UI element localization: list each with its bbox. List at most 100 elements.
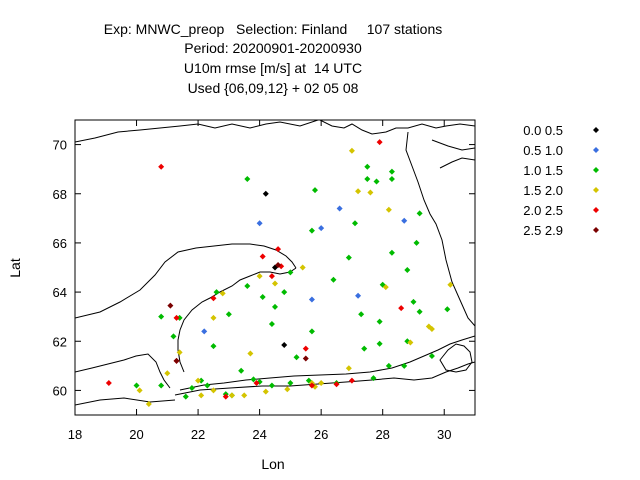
data-point: [262, 190, 269, 197]
data-point: [268, 273, 275, 280]
x-tick-label: 20: [129, 427, 143, 442]
data-point: [262, 388, 269, 395]
data-point: [364, 176, 371, 182]
data-point: [284, 386, 291, 393]
data-point: [401, 217, 408, 224]
data-point: [195, 377, 202, 384]
data-point: [367, 189, 374, 196]
data-point: [348, 147, 355, 154]
data-point: [401, 362, 408, 369]
y-tick-label: 62: [53, 334, 67, 349]
data-point: [256, 220, 263, 227]
data-point: [373, 178, 380, 185]
legend-label: 2.5 2.9: [523, 223, 563, 238]
data-point: [225, 311, 232, 318]
data-point: [136, 387, 143, 394]
data-point: [447, 281, 454, 288]
x-tick-label: 22: [191, 427, 205, 442]
data-point: [272, 303, 278, 310]
data-point: [164, 370, 171, 377]
legend-marker: [593, 127, 599, 133]
data-point: [376, 340, 383, 347]
data-point: [281, 341, 288, 348]
data-point: [361, 345, 368, 352]
data-point: [287, 269, 294, 276]
title-line-1: Exp: MNWC_preop Selection: Finland 107 s…: [104, 21, 443, 37]
data-point: [275, 262, 282, 269]
data-point: [158, 313, 165, 320]
data-points: [105, 139, 454, 407]
legend-marker: [593, 227, 599, 233]
x-axis-label: Lon: [261, 456, 284, 472]
data-point: [376, 139, 383, 146]
data-point: [348, 377, 355, 384]
data-point: [330, 276, 337, 283]
data-point: [133, 382, 140, 389]
data-point: [268, 382, 275, 389]
data-point: [336, 205, 343, 212]
data-point: [170, 333, 177, 340]
x-tick-label: 18: [68, 427, 82, 442]
data-point: [198, 392, 205, 399]
data-point: [167, 302, 174, 309]
title-line-4: Used {06,09,12} + 02 05 08: [188, 80, 359, 96]
data-point: [256, 273, 263, 280]
data-point: [158, 163, 165, 170]
data-point: [302, 355, 309, 362]
data-point: [247, 350, 254, 357]
data-point: [398, 305, 405, 312]
data-point: [228, 392, 235, 399]
map-coastline: [75, 120, 475, 406]
data-point: [201, 328, 208, 335]
data-point: [358, 311, 365, 318]
data-point: [222, 393, 229, 400]
data-point: [355, 292, 362, 299]
legend-marker: [593, 207, 599, 213]
data-point: [308, 328, 315, 335]
title-line-2: Period: 20200901-20200930: [184, 40, 362, 56]
y-tick-label: 68: [53, 187, 67, 202]
data-point: [302, 345, 309, 352]
x-tick-label: 26: [314, 427, 328, 442]
data-point: [238, 367, 245, 374]
legend-label: 0.5 1.0: [523, 143, 563, 158]
legend-label: 1.5 2.0: [523, 183, 563, 198]
data-point: [404, 266, 411, 273]
data-point: [268, 321, 275, 328]
data-point: [312, 187, 318, 194]
data-point: [428, 353, 435, 359]
data-point: [410, 298, 417, 305]
y-tick-label: 64: [53, 285, 67, 300]
data-point: [364, 163, 371, 170]
data-point: [219, 290, 226, 297]
data-point: [293, 354, 300, 361]
data-point: [145, 400, 152, 407]
data-point: [416, 308, 423, 315]
data-point: [210, 314, 217, 321]
data-point: [345, 254, 352, 261]
data-point: [259, 253, 266, 260]
data-point: [308, 227, 315, 234]
data-point: [407, 339, 414, 346]
title-line-3: U10m rmse [m/s] at 14 UTC: [184, 60, 362, 76]
legend-marker: [593, 187, 599, 193]
data-point: [388, 176, 395, 182]
data-point: [176, 349, 183, 356]
y-tick-label: 66: [53, 236, 67, 251]
x-tick-label: 24: [252, 427, 266, 442]
x-tick-label: 30: [437, 427, 451, 442]
data-point: [308, 296, 315, 303]
legend: 0.0 0.5 0.5 1.0 1.0 1.5 1.5 2.0 2.0 2.5 2.5 2…: [523, 123, 599, 238]
legend-marker: [593, 147, 599, 153]
plot-frame: [74, 119, 476, 416]
data-point: [376, 318, 383, 325]
data-point: [416, 210, 423, 217]
data-point: [182, 393, 189, 400]
data-point: [428, 325, 435, 332]
x-tick-label: 28: [375, 427, 389, 442]
data-point: [308, 382, 315, 389]
y-axis-label: Lat: [7, 258, 23, 278]
legend-marker: [593, 167, 599, 173]
data-point: [173, 314, 180, 321]
